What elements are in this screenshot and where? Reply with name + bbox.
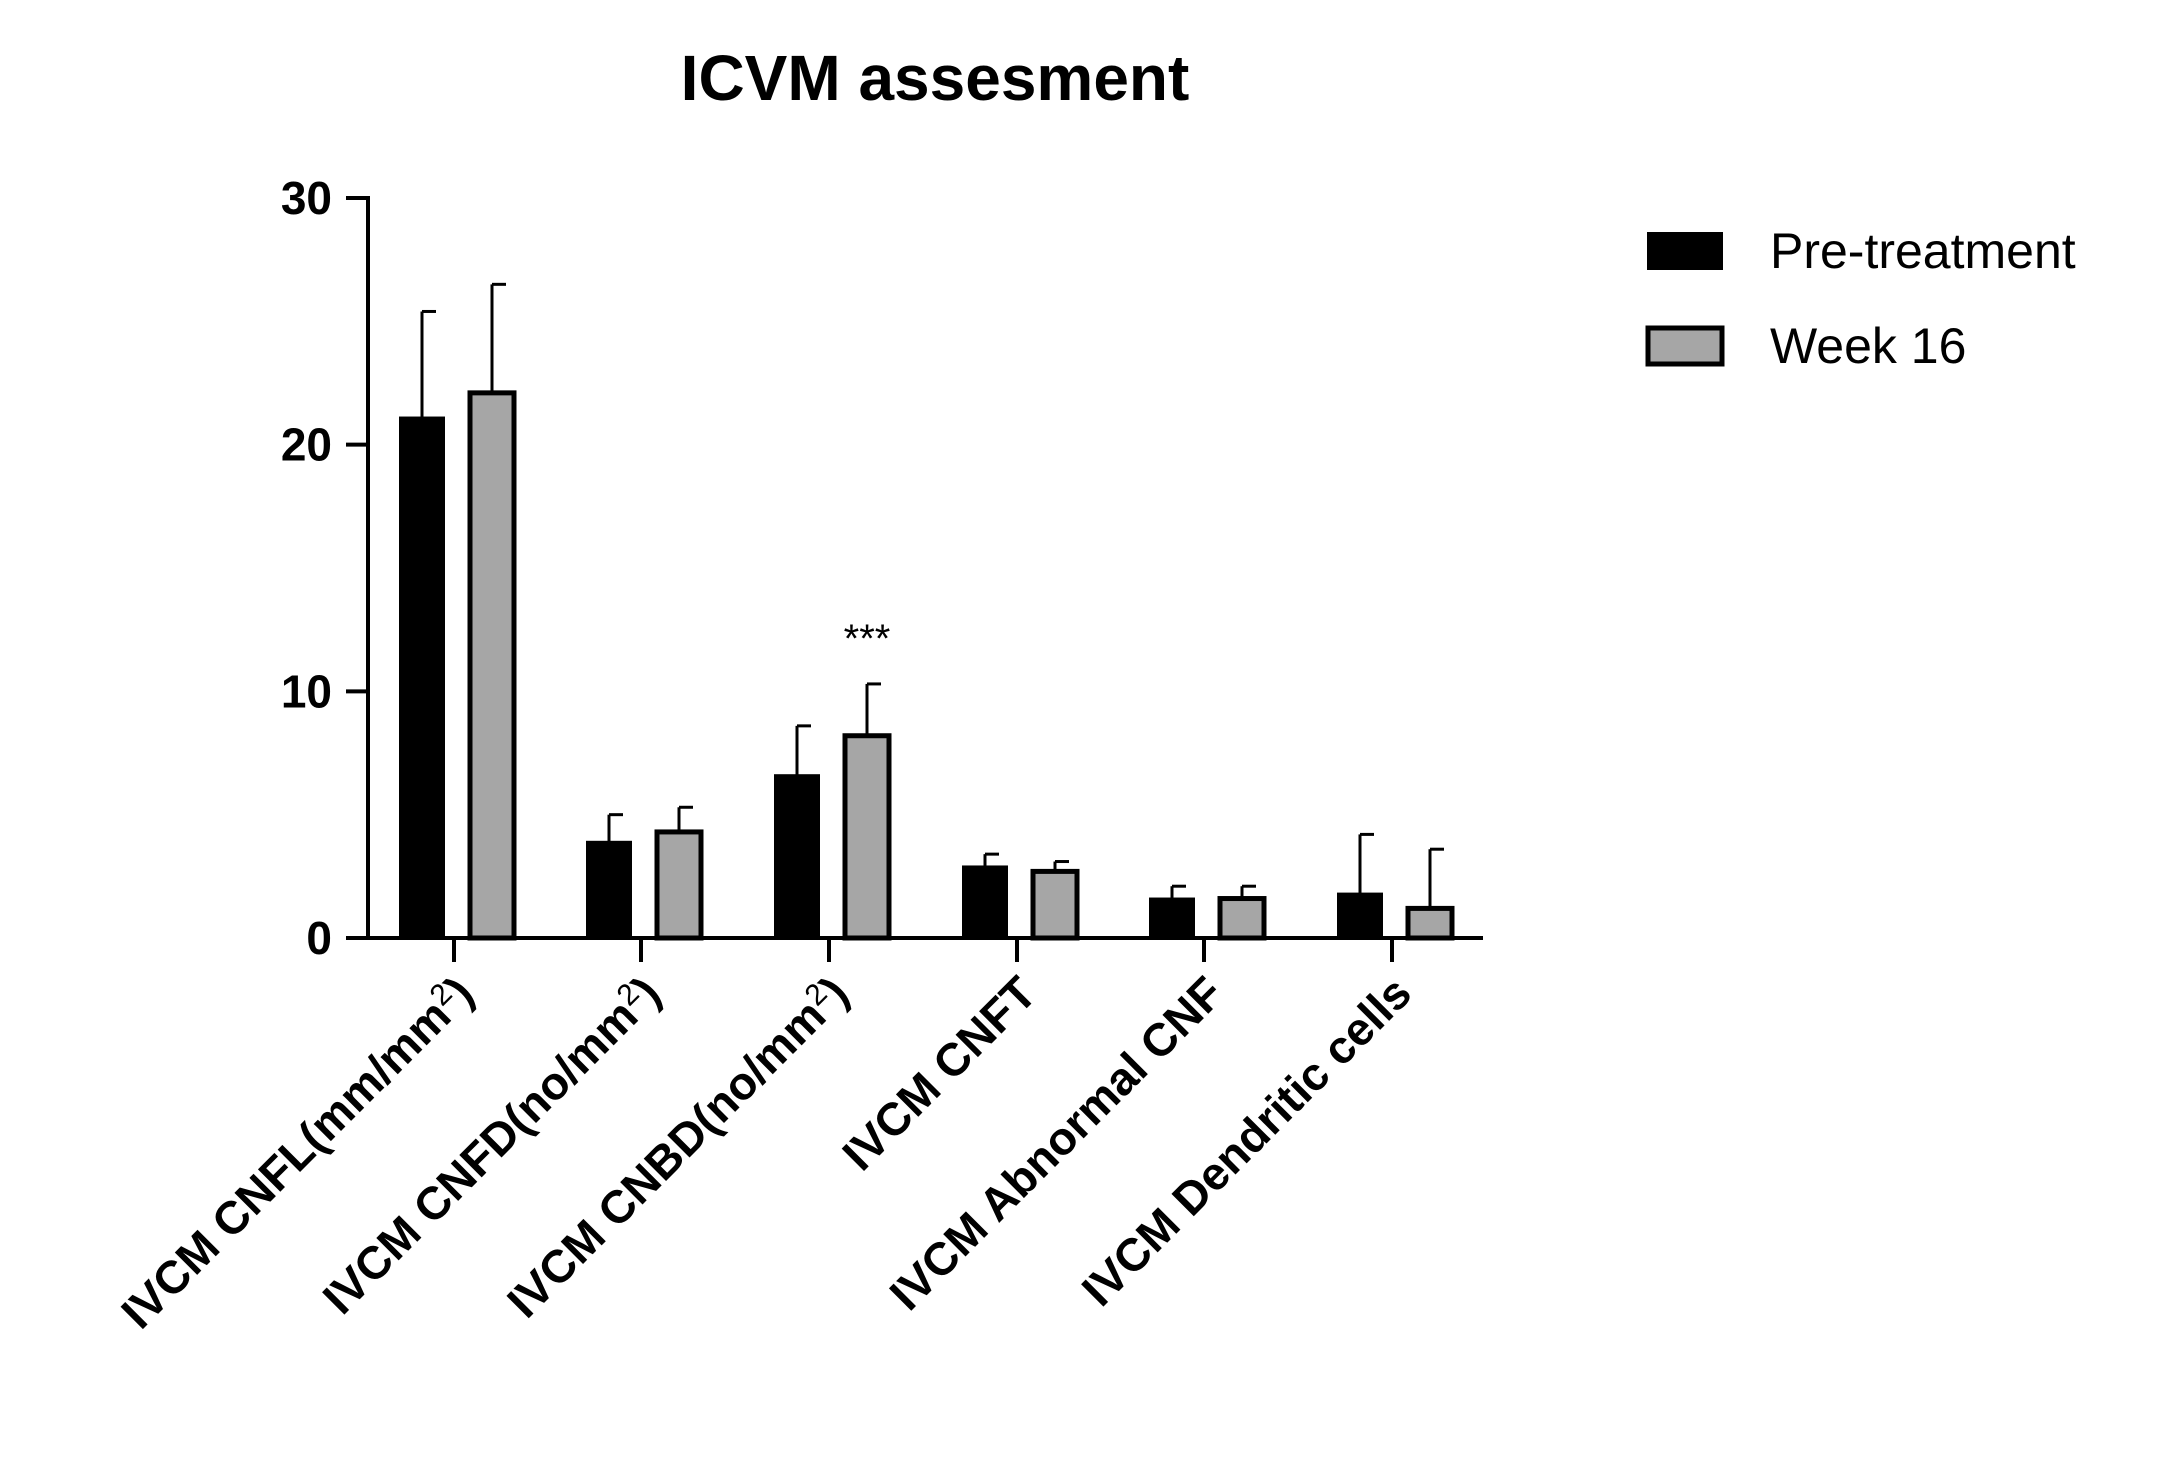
bar	[774, 774, 820, 940]
superscript: 2	[610, 977, 645, 1012]
plot-area: 0 10 20 30 *** IVCM CNFL(mm/mm2)IVCM CNFD(no/…	[111, 172, 1483, 1338]
bar	[842, 733, 892, 941]
bar	[1149, 897, 1195, 939]
legend: Pre-treatment Week 16	[1645, 223, 2076, 374]
superscript: 2	[423, 977, 458, 1012]
superscript: 2	[798, 977, 833, 1012]
legend-swatch	[1645, 325, 1725, 367]
bar	[1337, 892, 1383, 939]
legend-label: Pre-treatment	[1770, 223, 2076, 279]
x-tick-label: IVCM CNFD(no/mm2)	[312, 966, 670, 1324]
chart-title: ICVM assesment	[681, 42, 1190, 114]
bar	[467, 390, 517, 941]
bar	[962, 865, 1008, 940]
x-tick-label: IVCM CNBD(no/mm2)	[497, 966, 859, 1328]
bar	[399, 416, 445, 939]
y-tick-label: 10	[281, 665, 332, 717]
significance-annotation: ***	[844, 617, 891, 661]
bar	[1030, 868, 1080, 941]
y-tick-label: 0	[306, 912, 332, 964]
legend-label: Week 16	[1770, 318, 1966, 374]
bar	[1217, 896, 1267, 941]
bar	[1405, 905, 1455, 941]
x-tick-label: IVCM Abnormal CNF	[879, 966, 1233, 1320]
bar	[586, 840, 632, 939]
x-tick-label: IVCM Dendritic cells	[1072, 966, 1421, 1315]
y-tick-label: 20	[281, 419, 332, 471]
y-tick-label: 30	[281, 172, 332, 224]
bar	[654, 829, 704, 941]
legend-swatch	[1647, 232, 1723, 270]
x-tick-label: IVCM CNFL(mm/mm2)	[111, 966, 483, 1338]
